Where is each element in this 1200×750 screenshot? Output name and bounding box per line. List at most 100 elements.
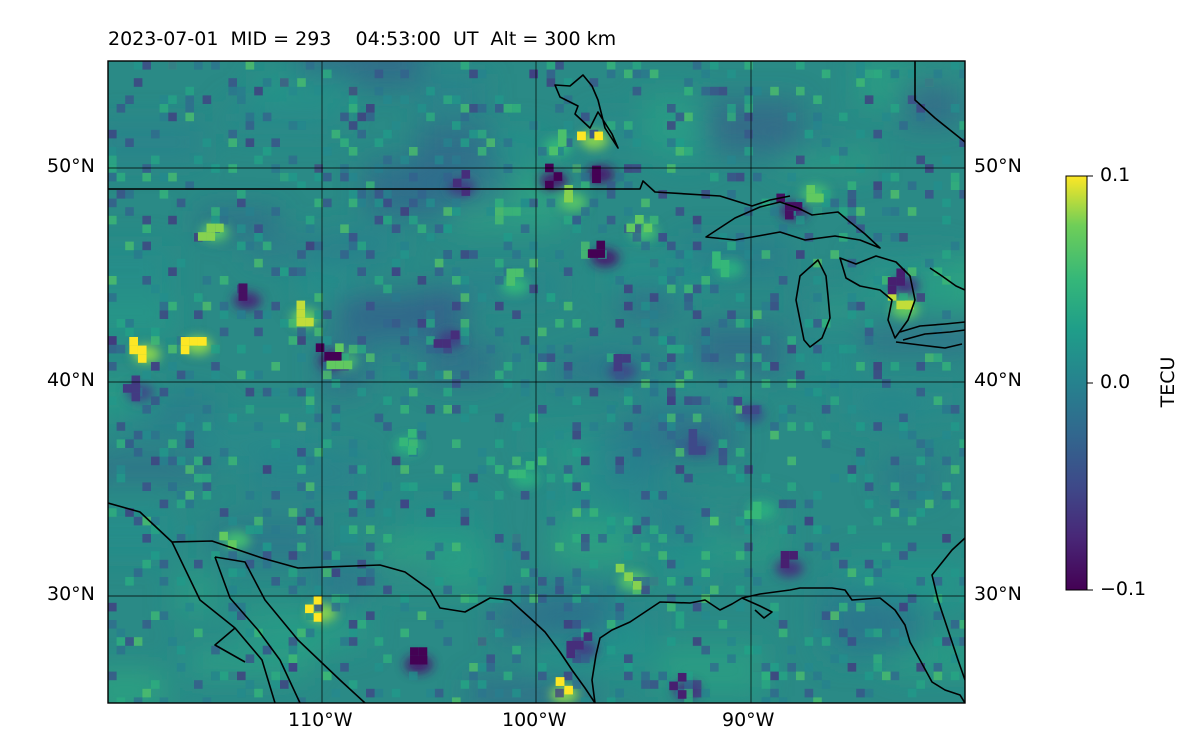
field-pixel bbox=[624, 387, 633, 397]
field-pixel bbox=[675, 138, 685, 147]
field-pixel bbox=[443, 344, 452, 354]
anomaly-pixel bbox=[238, 283, 248, 293]
field-pixel bbox=[538, 362, 547, 371]
field-pixel bbox=[701, 508, 710, 517]
field-pixel bbox=[409, 439, 418, 448]
field-pixel bbox=[735, 516, 745, 526]
field-pixel bbox=[125, 138, 134, 147]
field-pixel bbox=[710, 516, 719, 526]
field-pixel bbox=[942, 491, 951, 500]
field-pixel bbox=[847, 405, 857, 414]
field-pixel bbox=[959, 620, 965, 629]
field-pixel bbox=[133, 516, 143, 526]
field-pixel bbox=[606, 585, 616, 595]
field-pixel bbox=[168, 637, 177, 646]
field-pixel bbox=[151, 327, 160, 337]
field-pixel bbox=[211, 362, 220, 371]
field-pixel bbox=[847, 473, 857, 483]
field-pixel bbox=[959, 69, 965, 79]
field-pixel bbox=[882, 542, 891, 552]
field-pixel bbox=[254, 422, 263, 431]
field-pixel bbox=[477, 688, 487, 698]
field-pixel bbox=[624, 121, 633, 130]
field-pixel bbox=[133, 568, 143, 577]
field-pixel bbox=[228, 456, 237, 466]
tec-field bbox=[108, 61, 965, 703]
field-pixel bbox=[297, 250, 306, 259]
field-pixel bbox=[667, 138, 676, 147]
field-pixel bbox=[641, 516, 650, 526]
field-pixel bbox=[598, 224, 607, 233]
field-pixel bbox=[735, 319, 745, 328]
field-pixel bbox=[503, 551, 513, 560]
field-pixel bbox=[692, 215, 702, 225]
field-pixel bbox=[520, 387, 530, 397]
field-pixel bbox=[125, 637, 134, 646]
field-pixel bbox=[383, 190, 392, 199]
field-pixel bbox=[735, 585, 745, 595]
field-pixel bbox=[125, 439, 134, 448]
anomaly-pixel bbox=[335, 343, 344, 352]
field-pixel bbox=[821, 525, 831, 534]
field-pixel bbox=[632, 430, 642, 440]
field-pixel bbox=[417, 430, 427, 440]
field-pixel bbox=[254, 525, 263, 534]
field-pixel bbox=[133, 250, 143, 259]
field-pixel bbox=[658, 336, 667, 345]
field-pixel bbox=[211, 61, 220, 70]
field-pixel bbox=[830, 611, 839, 620]
field-pixel bbox=[340, 663, 349, 672]
field-pixel bbox=[237, 95, 246, 104]
field-pixel bbox=[400, 594, 409, 603]
field-pixel bbox=[245, 121, 255, 130]
field-pixel bbox=[357, 559, 366, 569]
field-pixel bbox=[641, 353, 650, 362]
field-pixel bbox=[108, 362, 117, 371]
field-pixel bbox=[374, 164, 384, 173]
field-pixel bbox=[520, 198, 530, 208]
field-pixel bbox=[288, 336, 298, 345]
field-pixel bbox=[159, 112, 169, 122]
field-pixel bbox=[460, 250, 470, 259]
field-pixel bbox=[366, 577, 375, 586]
field-pixel bbox=[374, 551, 384, 560]
field-pixel bbox=[288, 121, 298, 130]
anomaly-pixel bbox=[688, 437, 698, 447]
field-pixel bbox=[348, 190, 358, 199]
field-pixel bbox=[340, 525, 349, 534]
field-pixel bbox=[503, 164, 513, 173]
anomaly-pixel bbox=[613, 362, 623, 372]
field-pixel bbox=[452, 267, 461, 276]
field-pixel bbox=[185, 465, 194, 474]
field-pixel bbox=[658, 190, 667, 199]
field-pixel bbox=[589, 198, 599, 208]
anomaly-pixel bbox=[343, 360, 353, 370]
field-pixel bbox=[882, 379, 891, 388]
field-pixel bbox=[735, 370, 745, 380]
anomaly-pixel bbox=[197, 337, 207, 346]
field-pixel bbox=[563, 215, 573, 225]
field-pixel bbox=[176, 370, 186, 380]
field-pixel bbox=[778, 413, 788, 423]
field-pixel bbox=[151, 129, 160, 139]
field-pixel bbox=[245, 207, 255, 216]
field-pixel bbox=[778, 405, 788, 414]
anomaly-pixel bbox=[615, 563, 625, 573]
field-pixel bbox=[366, 181, 375, 190]
field-pixel bbox=[873, 654, 882, 663]
anomaly-pixel bbox=[227, 540, 237, 549]
anomaly-pixel bbox=[296, 317, 306, 327]
colorbar-max-label: 0.1 bbox=[1100, 164, 1131, 186]
field-pixel bbox=[116, 637, 126, 646]
field-pixel bbox=[331, 379, 341, 388]
field-pixel bbox=[460, 336, 470, 345]
anomaly-pixel bbox=[296, 300, 306, 310]
field-broad-patch bbox=[108, 121, 203, 163]
field-pixel bbox=[710, 172, 719, 182]
field-pixel bbox=[254, 155, 263, 165]
field-pixel bbox=[297, 336, 306, 345]
field-pixel bbox=[667, 353, 676, 362]
field-pixel bbox=[916, 104, 925, 113]
field-pixel bbox=[692, 637, 702, 646]
field-pixel bbox=[142, 688, 151, 698]
